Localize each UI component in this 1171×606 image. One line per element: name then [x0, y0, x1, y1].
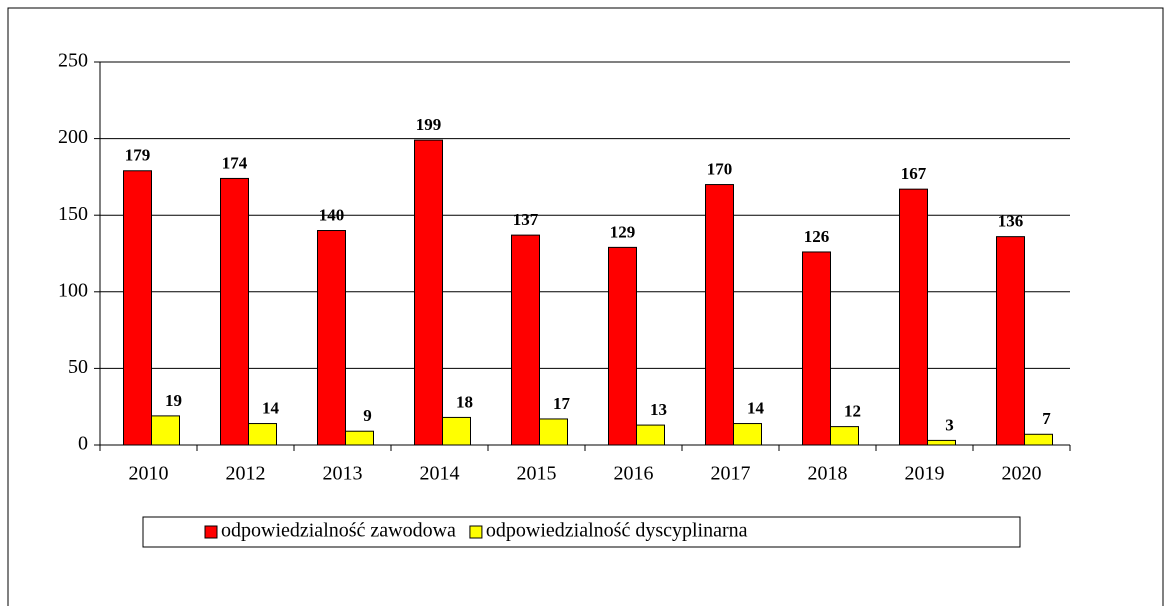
y-tick-label: 100: [58, 279, 88, 301]
y-tick-label: 200: [58, 126, 88, 148]
chart-frame: [7, 7, 1164, 606]
value-label: 14: [747, 398, 765, 417]
value-label: 174: [222, 153, 248, 172]
bar: [996, 236, 1025, 446]
y-tick-label: 250: [58, 50, 88, 72]
value-label: 167: [901, 164, 927, 183]
bar: [345, 430, 374, 446]
bar: [608, 246, 637, 446]
x-tick-label: 2016: [614, 463, 654, 485]
x-tick-label: 2014: [420, 463, 460, 485]
bar: [442, 416, 471, 446]
x-tick-label: 2018: [808, 463, 848, 485]
legend-swatch: [469, 525, 483, 539]
bar: [511, 234, 540, 446]
value-label: 12: [844, 402, 861, 421]
bar: [1024, 433, 1053, 446]
bar: [123, 170, 152, 446]
value-label: 19: [165, 391, 182, 410]
x-tick-label: 2015: [517, 463, 557, 485]
bar: [705, 184, 734, 446]
x-tick-label: 2010: [129, 463, 169, 485]
legend-label: odpowiedzialność dyscyplinarna: [486, 520, 748, 542]
bar: [220, 177, 249, 446]
x-tick-label: 2019: [905, 463, 945, 485]
y-tick-label: 50: [68, 356, 88, 378]
value-label: 3: [945, 415, 954, 434]
bar: [927, 439, 956, 446]
bar: [830, 426, 859, 446]
legend-box: [142, 516, 1021, 548]
bar: [899, 188, 928, 446]
bar: [248, 423, 277, 446]
value-label: 140: [319, 205, 345, 224]
x-tick-label: 2012: [226, 463, 266, 485]
legend-label: odpowiedzialność zawodowa: [221, 520, 456, 542]
bar: [636, 424, 665, 446]
value-label: 7: [1042, 409, 1051, 428]
bar: [733, 423, 762, 446]
value-label: 17: [553, 394, 571, 413]
value-label: 129: [610, 222, 636, 241]
bar: [802, 251, 831, 446]
x-tick-label: 2013: [323, 463, 363, 485]
x-tick-label: 2020: [1002, 463, 1042, 485]
value-label: 13: [650, 400, 667, 419]
x-tick-label: 2017: [711, 463, 751, 485]
value-label: 170: [707, 159, 733, 178]
value-label: 199: [416, 115, 442, 134]
value-label: 137: [513, 210, 539, 229]
y-tick-label: 150: [58, 203, 88, 225]
bar: [317, 230, 346, 446]
value-label: 9: [363, 406, 372, 425]
value-label: 179: [125, 146, 151, 165]
legend-swatch: [204, 525, 218, 539]
value-label: 18: [456, 392, 473, 411]
y-tick-label: 0: [78, 433, 88, 455]
value-label: 126: [804, 227, 830, 246]
bar: [539, 418, 568, 446]
bar: [414, 139, 443, 446]
bar: [151, 415, 180, 446]
value-label: 14: [262, 398, 280, 417]
value-label: 136: [998, 212, 1024, 231]
